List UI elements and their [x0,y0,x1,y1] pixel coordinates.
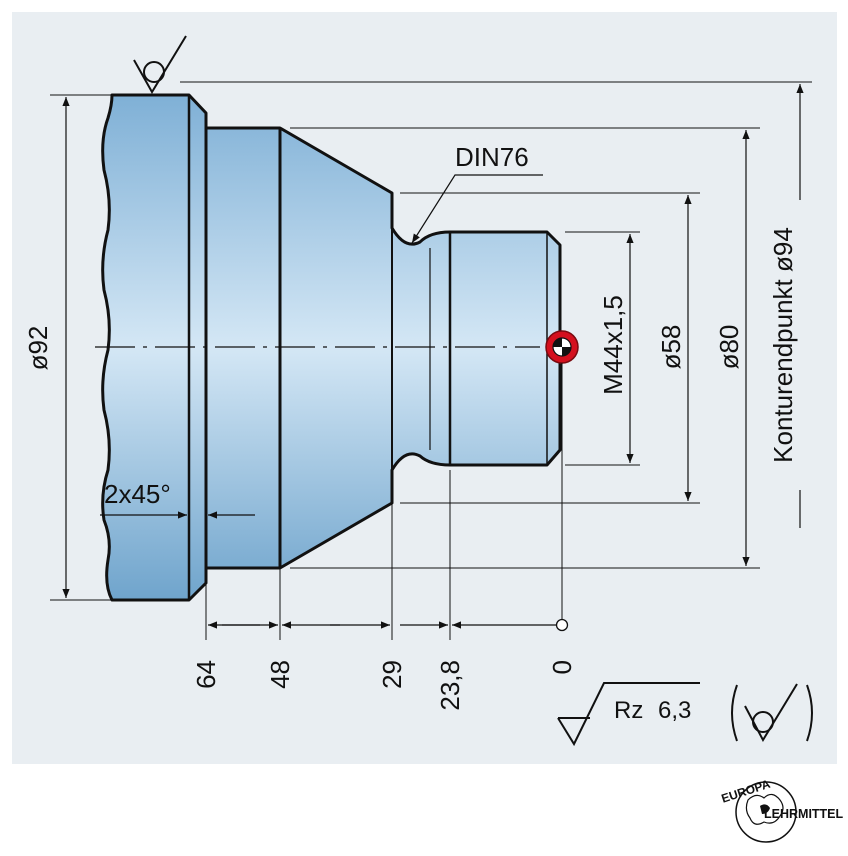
label-rz-value: 6,3 [658,697,691,724]
logo-text-lehrmittel: LEHRMITTEL [764,807,844,821]
label-d94: Konturendpunkt ø94 [768,227,798,463]
label-d80: ø80 [714,325,744,370]
label-rz: Rz [614,697,643,724]
bracket-right [806,684,813,742]
roughness-check-symbol [557,682,700,747]
dimension-lines [62,84,804,632]
din76-leader [411,174,543,244]
workpiece-outline [101,93,562,602]
label-z-48: 48 [265,660,295,689]
extension-lines [50,81,812,640]
contour-end-point [545,330,579,364]
logo-map [745,793,784,825]
surface-symbol-top [133,35,187,94]
label-chamfer: 2x45° [104,479,171,509]
label-d92: ø92 [23,326,53,371]
label-z-0: 0 [547,660,577,674]
label-z-64: 64 [191,660,221,689]
label-m44: M44x1,5 [598,295,628,395]
label-z-238: 23,8 [435,660,465,711]
bracket-left [731,684,738,742]
label-z-29: 29 [377,660,407,689]
origin-circle [555,618,569,632]
label-d58: ø58 [656,325,686,370]
label-din76: DIN76 [455,142,529,172]
europa-lehrmittel-logo: EUROPA LEHRMITTEL [720,777,844,843]
surface-roughness-callout [557,682,813,747]
